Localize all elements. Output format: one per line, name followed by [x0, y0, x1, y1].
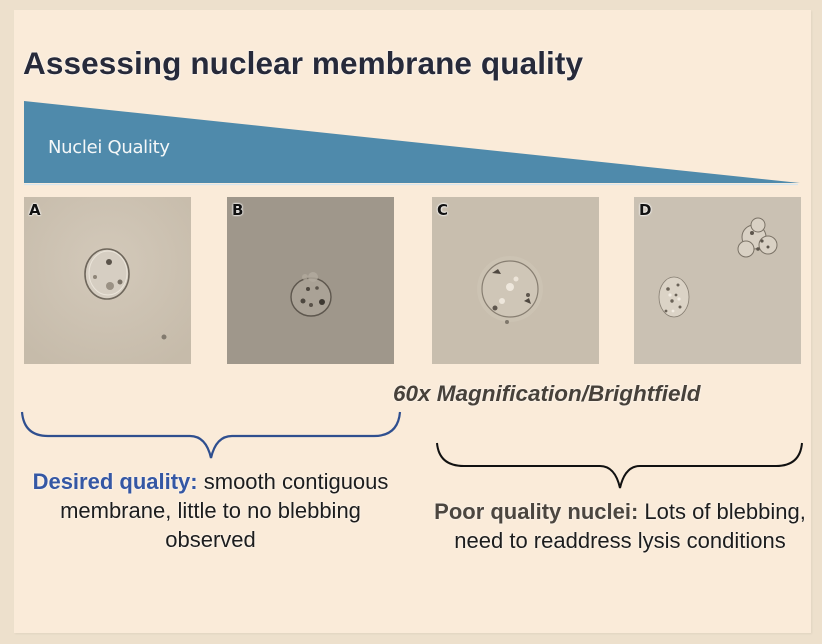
micrograph-b: B — [227, 197, 394, 364]
poor-quality-caption: Poor quality nuclei: Lots of blebbing, n… — [430, 497, 810, 555]
micrograph-d: D — [634, 197, 801, 364]
nuclei-quality-wedge — [24, 101, 800, 186]
poor-quality-text: Lots of blebbing, need to readdress lysi… — [454, 499, 806, 553]
panel-letter-a: A — [29, 201, 41, 219]
panel-letter-d: D — [639, 201, 652, 219]
good-quality-brace — [20, 411, 402, 459]
poor-quality-brace — [436, 442, 803, 489]
panel-letter-c: C — [437, 201, 449, 219]
good-quality-caption: Desired quality: smooth contiguous membr… — [28, 467, 393, 554]
good-quality-text: smooth contiguous membrane, little to no… — [60, 469, 389, 552]
micrograph-c: C — [432, 197, 599, 364]
magnification-label: 60x Magnification/Brightfield — [393, 381, 701, 406]
slide-title: Assessing nuclear membrane quality — [23, 45, 584, 81]
good-quality-highlight: Desired quality: — [32, 469, 198, 494]
poor-quality-highlight: Poor quality nuclei: — [434, 499, 639, 524]
panel-letter-b: B — [232, 201, 244, 219]
nuclei-quality-label: Nuclei Quality — [48, 137, 170, 158]
micrograph-a: A — [24, 197, 191, 364]
